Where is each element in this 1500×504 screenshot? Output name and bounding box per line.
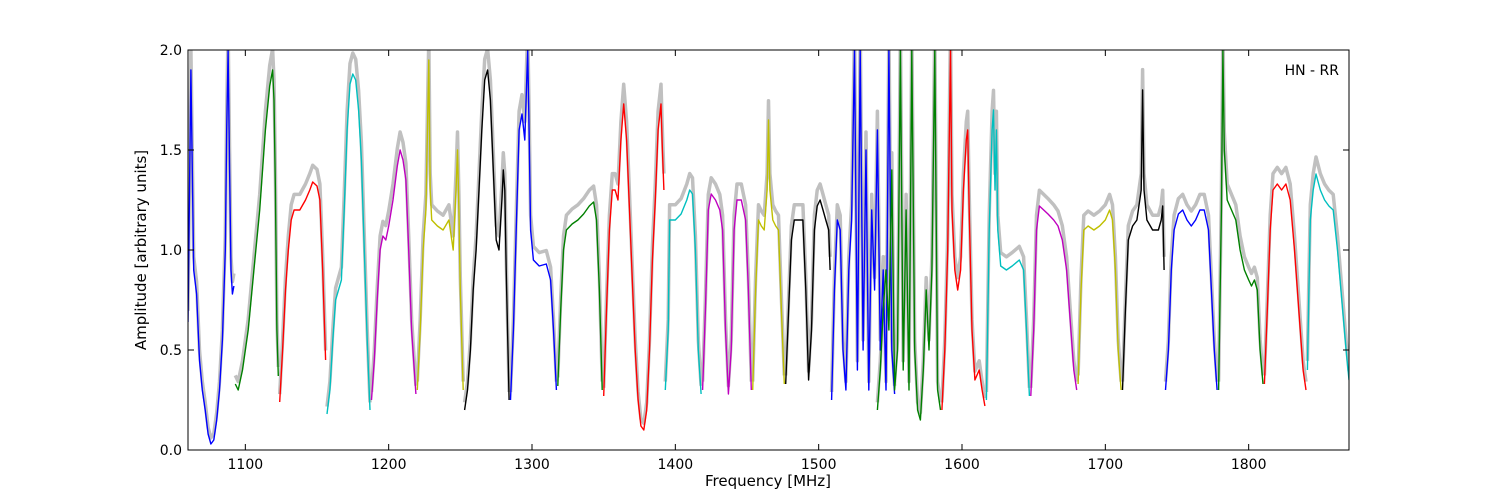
x-tick-label: 1700 xyxy=(1088,457,1124,473)
series-line-13 xyxy=(752,119,785,391)
y-tick-label: 0.5 xyxy=(160,343,182,359)
gray-trace-segment-3 xyxy=(277,163,328,395)
x-tick-label: 1300 xyxy=(514,457,550,473)
series-line-10 xyxy=(603,103,665,431)
gray-trace-segment-9 xyxy=(556,184,604,382)
gray-trace-segment-23 xyxy=(1216,50,1265,382)
chart-annotation: HN - RR xyxy=(1285,63,1340,79)
series-line-17 xyxy=(941,50,986,411)
x-tick-label: 1200 xyxy=(371,457,407,473)
gray-trace-segment-19 xyxy=(1029,188,1079,388)
y-tick-label: 1.5 xyxy=(160,143,182,159)
series-line-12 xyxy=(701,193,752,395)
series-line-25 xyxy=(1306,173,1349,381)
series-line-9 xyxy=(557,201,603,391)
series-line-2 xyxy=(234,69,279,391)
gray-trace-segment-2 xyxy=(233,50,281,384)
series-line-20 xyxy=(1077,209,1122,391)
gray-trace-segment-6 xyxy=(415,50,465,382)
background-gray-trace xyxy=(188,50,1349,440)
series-line-4 xyxy=(326,73,371,415)
x-tick-label: 1800 xyxy=(1231,457,1267,473)
gray-trace-segment-18 xyxy=(984,88,1032,393)
series-line-3 xyxy=(279,181,327,403)
series-line-11 xyxy=(664,189,702,395)
gray-trace-segment-22 xyxy=(1163,192,1219,382)
gray-trace-segment-10 xyxy=(601,82,666,425)
y-axis-ticks: 0.0 0.5 1.0 1.5 2.0 xyxy=(160,43,1349,459)
x-axis-ticks: 1100 1200 1300 1400 1500 1600 1700 1800 xyxy=(228,50,1267,473)
series-line-23 xyxy=(1217,50,1264,391)
series-line-14 xyxy=(785,199,831,385)
series-line-1 xyxy=(188,50,235,445)
series-line-7 xyxy=(463,69,510,411)
x-tick-label: 1100 xyxy=(228,457,264,473)
y-tick-label: 1.0 xyxy=(160,243,182,259)
x-tick-label: 1400 xyxy=(658,457,694,473)
series-line-16 xyxy=(876,50,942,421)
gray-trace-segment-7 xyxy=(462,50,511,403)
series-line-15 xyxy=(830,50,896,401)
x-tick-label: 1500 xyxy=(801,457,837,473)
series-line-24 xyxy=(1263,183,1307,391)
series-line-8 xyxy=(509,50,558,401)
gray-trace-segment-20 xyxy=(1076,192,1123,382)
series-lines xyxy=(188,50,1349,445)
gray-trace-segment-24 xyxy=(1262,165,1308,382)
series-line-18 xyxy=(985,109,1031,401)
y-tick-label: 2.0 xyxy=(160,43,182,59)
gray-trace-segment-13 xyxy=(750,99,787,382)
gray-trace-segment-25 xyxy=(1305,155,1349,372)
series-line-19 xyxy=(1030,205,1078,397)
series-line-6 xyxy=(416,59,464,391)
y-axis-label: Amplitude [arbitrary units] xyxy=(132,150,150,350)
series-line-21 xyxy=(1121,89,1165,391)
x-axis-label: Frequency [MHz] xyxy=(705,472,831,490)
series-line-5 xyxy=(370,149,417,401)
y-tick-label: 0.0 xyxy=(160,443,182,459)
x-tick-label: 1600 xyxy=(944,457,980,473)
series-line-22 xyxy=(1164,209,1218,391)
